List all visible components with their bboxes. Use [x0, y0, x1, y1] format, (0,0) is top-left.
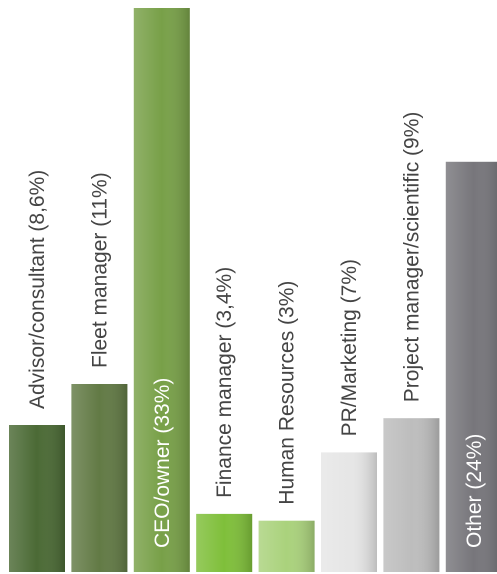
- bar-label-2: Fleet manager (11%): [88, 172, 111, 368]
- bar-label-8: Other (24%): [463, 434, 486, 548]
- bar-label-1: Advisor/consultant (8,6%): [26, 170, 49, 409]
- bar-label-4: Finance manager (3,4%): [213, 267, 236, 498]
- bar-shading-3: [133, 8, 190, 572]
- bar-shading-1: [9, 425, 65, 572]
- bar-shading-5: [258, 520, 315, 572]
- bar-label-5: Human Resources (3%): [276, 281, 299, 505]
- bar-shading-2: [71, 384, 128, 572]
- bar-shading-7: [383, 418, 440, 572]
- bar-label-7: Project manager/scientific (9%): [400, 112, 423, 403]
- bar-shading-8: [445, 161, 497, 573]
- bar-label-6: PR/Marketing (7%): [338, 259, 361, 436]
- bar-label-3: CEO/owner (33%): [151, 378, 174, 548]
- bar-shading-4: [196, 513, 253, 572]
- bar-shading-6: [321, 452, 377, 572]
